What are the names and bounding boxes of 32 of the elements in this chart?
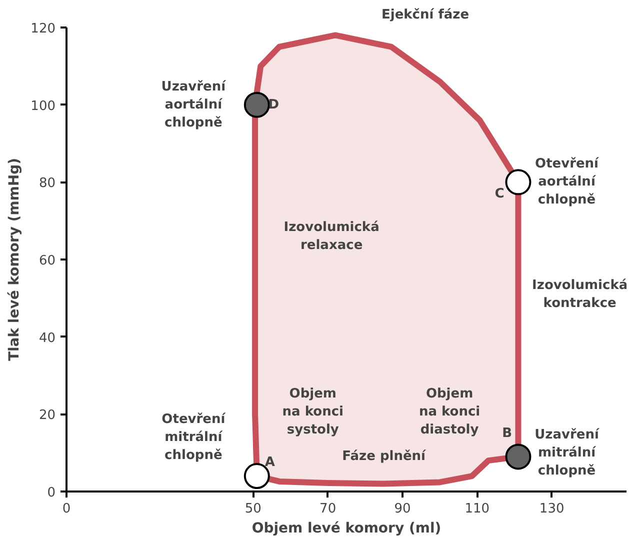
x-tick-label: 130 [539, 502, 564, 516]
text: Ejekční fáze [382, 8, 470, 22]
annotation: Otevření mitrální chlopně [162, 412, 227, 463]
annotation: Objem na konci systoly [282, 386, 344, 438]
annotation: Uzavření aortální chlopně [161, 79, 228, 130]
annotation: D [268, 97, 280, 112]
annotation: B [502, 426, 512, 441]
point [505, 444, 532, 470]
point [244, 92, 270, 118]
y-tick-label: 100 [30, 98, 56, 114]
point [505, 169, 532, 196]
x-tick-label: 0 [62, 502, 71, 516]
annotation: Otevření aortální chlopně [535, 156, 600, 208]
y-tick-label: 20 [38, 408, 56, 424]
y-tick-label: 40 [38, 330, 56, 346]
annotation: Uzavření mitrální chlopně [534, 427, 600, 478]
x-tick-label: 70 [320, 502, 336, 516]
x-axis-title: Objem levé komory (ml) [252, 520, 442, 536]
x-tick-label: 110 [464, 502, 490, 516]
annotation: C [494, 186, 504, 202]
y-tick-label: 60 [38, 254, 56, 268]
annotation: A [264, 455, 275, 470]
y-axis-title: Tlak levé komory (mmHg) [6, 158, 23, 362]
annotation: Izovolumická relaxace [284, 220, 380, 253]
y-tick-label: 80 [38, 176, 56, 192]
x-tick-label: 50 [244, 502, 262, 516]
y-tick-label: 120 [30, 22, 56, 36]
annotation: Izovolumická kontrakce [532, 278, 628, 311]
y-tick-label: 0 [47, 486, 56, 500]
x-tick-label: 90 [394, 502, 411, 516]
annotation: Objem na konci diastoly [418, 386, 480, 438]
annotation: Fáze plnění [342, 449, 428, 464]
